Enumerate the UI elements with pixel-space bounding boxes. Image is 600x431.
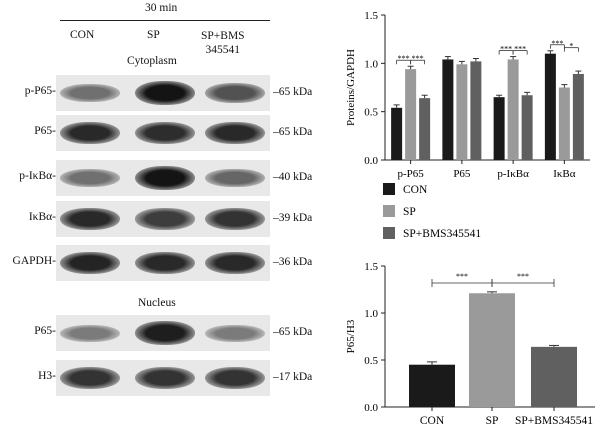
lane-label-sp-bms: SP+BMS 345541 bbox=[201, 30, 245, 56]
blot-kda-label: –39 kDa bbox=[273, 212, 313, 224]
x-tick-label: p-IκBα bbox=[497, 168, 529, 180]
blot-band bbox=[205, 324, 265, 342]
blot-strip bbox=[56, 245, 270, 281]
y-tick-label: 1.0 bbox=[364, 58, 378, 70]
legend-swatch bbox=[383, 205, 395, 217]
blot-band bbox=[135, 121, 195, 145]
bar bbox=[507, 59, 519, 160]
time-line bbox=[60, 20, 270, 21]
bar bbox=[521, 95, 533, 160]
blot-strip bbox=[56, 160, 270, 196]
significance-label: *** bbox=[517, 272, 529, 281]
lane-label-sp: SP bbox=[147, 29, 160, 41]
blot-strip bbox=[56, 360, 270, 396]
blot-band bbox=[135, 208, 195, 230]
bar bbox=[493, 97, 505, 160]
bar bbox=[558, 87, 570, 160]
blot-row-label: p-IκBα- bbox=[19, 170, 56, 182]
blot-band bbox=[135, 321, 195, 345]
x-tick-label: P65 bbox=[453, 168, 471, 180]
blot-row-label: GAPDH- bbox=[12, 255, 56, 267]
x-tick-label: CON bbox=[420, 415, 445, 427]
x-tick-label: p-P65 bbox=[397, 168, 424, 180]
blot-kda-label: –17 kDa bbox=[273, 371, 313, 383]
blot-row-label: p-P65- bbox=[24, 85, 56, 97]
blot-kda-label: –36 kDa bbox=[273, 256, 313, 268]
blot-band bbox=[205, 121, 265, 145]
bar bbox=[469, 293, 515, 407]
x-tick-label: SP bbox=[486, 415, 499, 427]
legend-label: SP+BMS345541 bbox=[403, 228, 481, 240]
significance-label: * bbox=[569, 42, 573, 51]
blot-band bbox=[60, 84, 120, 102]
blot-kda-label: –40 kDa bbox=[273, 171, 313, 183]
bar bbox=[409, 364, 455, 407]
significance-label: *** bbox=[551, 39, 563, 48]
blot-row-label: P65- bbox=[34, 125, 56, 137]
bar bbox=[405, 69, 417, 160]
x-tick-label: SP+BMS345541 bbox=[515, 415, 593, 427]
x-tick-label: IκBα bbox=[553, 168, 576, 180]
protein-gapdh-chart: 0.0 0.5 1.0 1.5 Proteins/GAPDH p-P65 P65 p-IκBα… bbox=[345, 10, 590, 240]
blot-band bbox=[60, 251, 120, 275]
blot-kda-label: –65 kDa bbox=[273, 126, 313, 138]
y-axis-label: P65/H3 bbox=[345, 319, 357, 353]
bar bbox=[419, 98, 431, 160]
lane-label-con: CON bbox=[70, 29, 95, 41]
y-tick-label: 1.5 bbox=[364, 10, 378, 22]
bar bbox=[391, 107, 403, 160]
y-tick-label: 0.5 bbox=[364, 107, 378, 119]
blot-row-label: P65- bbox=[34, 325, 56, 337]
bar bbox=[456, 64, 468, 160]
significance-label: *** bbox=[398, 54, 410, 63]
blot-band bbox=[205, 251, 265, 275]
blot-band bbox=[60, 121, 120, 145]
significance-label: *** bbox=[456, 272, 468, 281]
p65-h3-chart: 0.0 0.5 1.0 1.5 P65/H3 CON SP SP+BMS345541 *** **… bbox=[345, 261, 595, 427]
blot-band bbox=[135, 367, 195, 389]
blot-strip bbox=[56, 115, 270, 151]
blot-band bbox=[135, 166, 195, 190]
blot-kda-label: –65 kDa bbox=[273, 86, 313, 98]
bar bbox=[572, 73, 584, 160]
blot-band bbox=[135, 251, 195, 275]
y-tick-label: 0.0 bbox=[364, 155, 378, 167]
y-axis-label: Proteins/GAPDH bbox=[345, 49, 357, 126]
blot-band bbox=[135, 81, 195, 105]
y-tick-label: 1.5 bbox=[364, 261, 378, 273]
blot-kda-label: –65 kDa bbox=[273, 326, 313, 338]
blot-band bbox=[205, 83, 265, 103]
significance-label: *** bbox=[412, 54, 424, 63]
blot-strip bbox=[56, 315, 270, 351]
bar bbox=[544, 53, 556, 160]
blot-row-label: H3- bbox=[38, 370, 56, 382]
bar bbox=[531, 346, 577, 407]
y-tick-label: 1.0 bbox=[364, 308, 378, 320]
legend-swatch bbox=[383, 183, 395, 195]
legend-swatch bbox=[383, 227, 395, 239]
section-nucleus: Nucleus bbox=[138, 297, 176, 309]
blot-strip bbox=[56, 75, 270, 111]
blot-band bbox=[205, 208, 265, 230]
time-label: 30 min bbox=[145, 2, 178, 14]
significance-label: *** bbox=[500, 45, 512, 54]
blot-strip bbox=[56, 201, 270, 237]
bar bbox=[442, 59, 454, 160]
blot-band bbox=[205, 367, 265, 389]
legend-label: CON bbox=[403, 184, 428, 196]
blot-band bbox=[60, 207, 120, 231]
y-tick-label: 0.0 bbox=[364, 402, 378, 414]
legend-label: SP bbox=[403, 206, 416, 218]
blot-row-label: IκBα- bbox=[28, 211, 56, 223]
section-cytoplasm: Cytoplasm bbox=[127, 55, 177, 67]
blot-band bbox=[60, 324, 120, 342]
blot-band bbox=[205, 168, 265, 188]
blot-band bbox=[60, 367, 120, 389]
significance-label: *** bbox=[514, 45, 526, 54]
bar bbox=[470, 61, 482, 160]
blot-band bbox=[60, 169, 120, 187]
y-tick-label: 0.5 bbox=[364, 355, 378, 367]
